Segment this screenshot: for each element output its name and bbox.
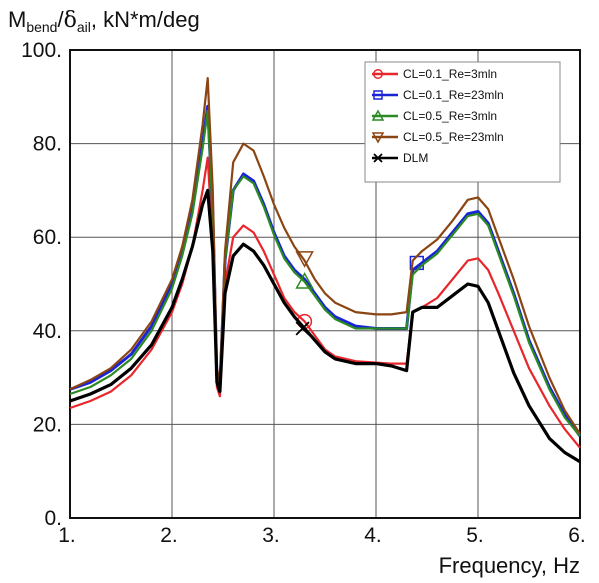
- legend-label: DLM: [403, 151, 428, 165]
- y-tick-label: 20.: [33, 413, 62, 436]
- plot-frame: [69, 49, 581, 519]
- legend-marker: [373, 153, 383, 163]
- x-tick-label: 4.: [364, 524, 382, 547]
- series-line-cl-0-5-re-23mln: [69, 77, 581, 435]
- series-marker-cl-0-5-re-3mln: [295, 272, 314, 289]
- legend: CL=0.1_Re=3mln CL=0.1_Re=23mln CL=0.5_Re=3…: [364, 61, 561, 183]
- series-line-cl-0-1-re-3mln: [69, 156, 581, 449]
- legend-label: CL=0.1_Re=23mln: [403, 88, 504, 102]
- series-line-dlm: [69, 188, 581, 464]
- y-tick-label: 80.: [33, 133, 62, 156]
- x-axis-title: Frequency, Hz: [439, 553, 580, 578]
- legend-label: CL=0.1_Re=3mln: [403, 67, 497, 81]
- series-layer: [69, 77, 582, 464]
- y-tick-label: 0.: [44, 507, 62, 530]
- series-marker-dlm: [295, 321, 310, 336]
- x-tick-label: 2.: [160, 524, 178, 547]
- series-line-cl-0-1-re-23mln: [69, 104, 582, 437]
- y-tick-label: 60.: [33, 226, 62, 249]
- x-tick-label: 1.: [58, 524, 76, 547]
- legend-marker: [373, 69, 383, 79]
- y-tick-label: 40.: [33, 320, 62, 343]
- y-tick-label: 100.: [21, 39, 62, 62]
- legend-box: [364, 61, 561, 183]
- x-tick-label: 6.: [568, 524, 586, 547]
- legend-marker: [371, 109, 385, 121]
- legend-label: CL=0.5_Re=23mln: [403, 130, 504, 144]
- legend-label: CL=0.5_Re=3mln: [403, 109, 497, 123]
- x-tick-label: 3.: [262, 524, 280, 547]
- x-tick-labels: 1. 2. 3. 4. 5. 6.: [58, 524, 586, 547]
- series-line-cl-0-5-re-3mln: [69, 109, 581, 437]
- x-tick-label: 5.: [466, 524, 484, 547]
- y-tick-labels: 0. 20. 40. 60. 80. 100.: [21, 39, 62, 530]
- y-axis-title: Mbend/δail, kN*m/deg: [8, 7, 200, 35]
- legend-marker: [373, 90, 383, 100]
- legend-marker: [371, 132, 385, 144]
- series-marker-cl-0-5-re-23mln: [295, 251, 314, 268]
